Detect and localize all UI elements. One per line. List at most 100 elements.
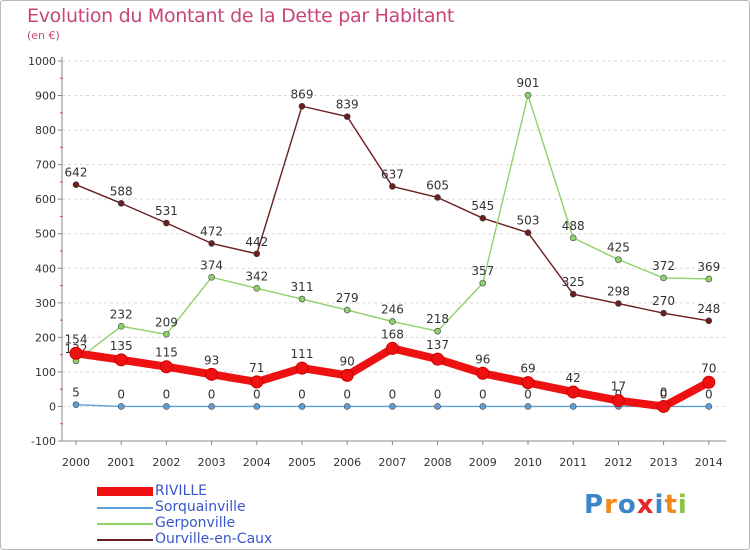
data-point <box>114 353 128 367</box>
y-tick-label: 900 <box>35 90 56 103</box>
y-tick-label: 400 <box>35 262 56 275</box>
data-label: 279 <box>336 291 359 305</box>
logo-letter: i <box>654 490 665 520</box>
data-point <box>163 403 170 410</box>
x-tick-label: 2002 <box>152 456 180 469</box>
x-tick-label: 2005 <box>288 456 316 469</box>
data-point <box>253 250 261 258</box>
data-label: 311 <box>291 280 314 294</box>
data-label: 325 <box>562 275 585 289</box>
data-point <box>431 352 445 366</box>
data-point <box>524 91 532 99</box>
data-point <box>569 290 577 298</box>
data-point <box>163 330 170 338</box>
data-label: 70 <box>701 361 716 375</box>
data-point <box>340 368 354 382</box>
data-label: 154 <box>65 332 88 346</box>
data-label: 531 <box>155 204 178 218</box>
data-point <box>117 323 125 330</box>
y-tick-label: 500 <box>35 228 56 241</box>
x-tick-label: 2000 <box>62 456 90 469</box>
data-label: 248 <box>697 302 720 316</box>
data-label: 5 <box>72 386 80 400</box>
data-label: 0 <box>434 387 442 401</box>
logo-letter: x <box>636 490 655 520</box>
data-point <box>389 318 396 325</box>
data-point <box>615 300 622 307</box>
data-label: 0 <box>705 387 713 401</box>
data-point <box>208 240 215 247</box>
data-label: 869 <box>291 87 314 101</box>
data-label: 298 <box>607 285 630 299</box>
data-point <box>434 327 441 335</box>
data-label: 218 <box>426 312 449 326</box>
y-tick-label: 800 <box>35 124 56 137</box>
data-label: 342 <box>245 269 268 283</box>
data-point <box>253 285 261 292</box>
y-tick-label: 200 <box>35 331 56 344</box>
data-point <box>702 375 716 389</box>
data-point <box>208 403 215 410</box>
legend-swatch <box>97 487 153 496</box>
data-point <box>205 367 219 381</box>
x-tick-label: 2007 <box>378 456 406 469</box>
data-label: 93 <box>204 353 219 367</box>
data-label: 605 <box>426 178 449 192</box>
data-point <box>569 234 577 242</box>
data-label: 372 <box>652 259 675 273</box>
data-point <box>660 309 667 317</box>
logo-letter: r <box>604 490 618 520</box>
data-point <box>566 385 580 399</box>
data-label: 232 <box>110 307 133 321</box>
data-label: 642 <box>65 166 88 180</box>
data-point <box>117 200 125 207</box>
data-label: 0 <box>163 387 171 401</box>
data-label: 0 <box>660 385 668 399</box>
data-point <box>434 194 441 201</box>
data-label: 246 <box>381 302 404 316</box>
data-label: 545 <box>471 199 494 213</box>
data-label: 270 <box>652 294 675 308</box>
legend-label: RIVILLE <box>155 483 208 499</box>
data-label: 42 <box>566 371 581 385</box>
data-point <box>389 403 396 410</box>
data-label: 115 <box>155 346 178 360</box>
legend-swatch <box>97 539 153 541</box>
data-label: 374 <box>200 258 223 272</box>
y-tick-label: -100 <box>31 435 56 448</box>
data-label: 503 <box>517 214 540 228</box>
data-point <box>253 403 261 410</box>
data-point <box>208 273 215 281</box>
y-tick-label: 1000 <box>28 55 56 68</box>
data-point <box>434 403 441 410</box>
data-point <box>343 306 351 314</box>
data-point <box>298 295 306 303</box>
data-label: 135 <box>110 339 133 353</box>
data-label: 96 <box>475 352 490 366</box>
data-label: 488 <box>562 219 585 233</box>
logo-letter: i <box>677 490 688 520</box>
x-tick-label: 2006 <box>333 456 361 469</box>
data-point <box>72 181 80 188</box>
data-label: 0 <box>117 387 125 401</box>
legend-label: Sorquainville <box>155 499 246 515</box>
data-point <box>615 256 622 263</box>
data-label: 839 <box>336 98 359 112</box>
data-point <box>705 275 713 283</box>
data-point <box>705 403 713 410</box>
unit-label: (en €) <box>27 29 60 42</box>
data-label: 0 <box>524 387 532 401</box>
data-label: 0 <box>253 387 261 401</box>
data-label: 209 <box>155 315 178 329</box>
data-label: 168 <box>381 327 404 341</box>
data-point <box>389 183 396 190</box>
data-label: 137 <box>426 338 449 352</box>
data-point <box>611 394 625 408</box>
x-tick-label: 2010 <box>514 456 542 469</box>
data-point <box>521 376 535 390</box>
logo-letter: t <box>664 490 678 520</box>
logo-letter: P <box>584 490 605 520</box>
data-point <box>117 403 125 410</box>
